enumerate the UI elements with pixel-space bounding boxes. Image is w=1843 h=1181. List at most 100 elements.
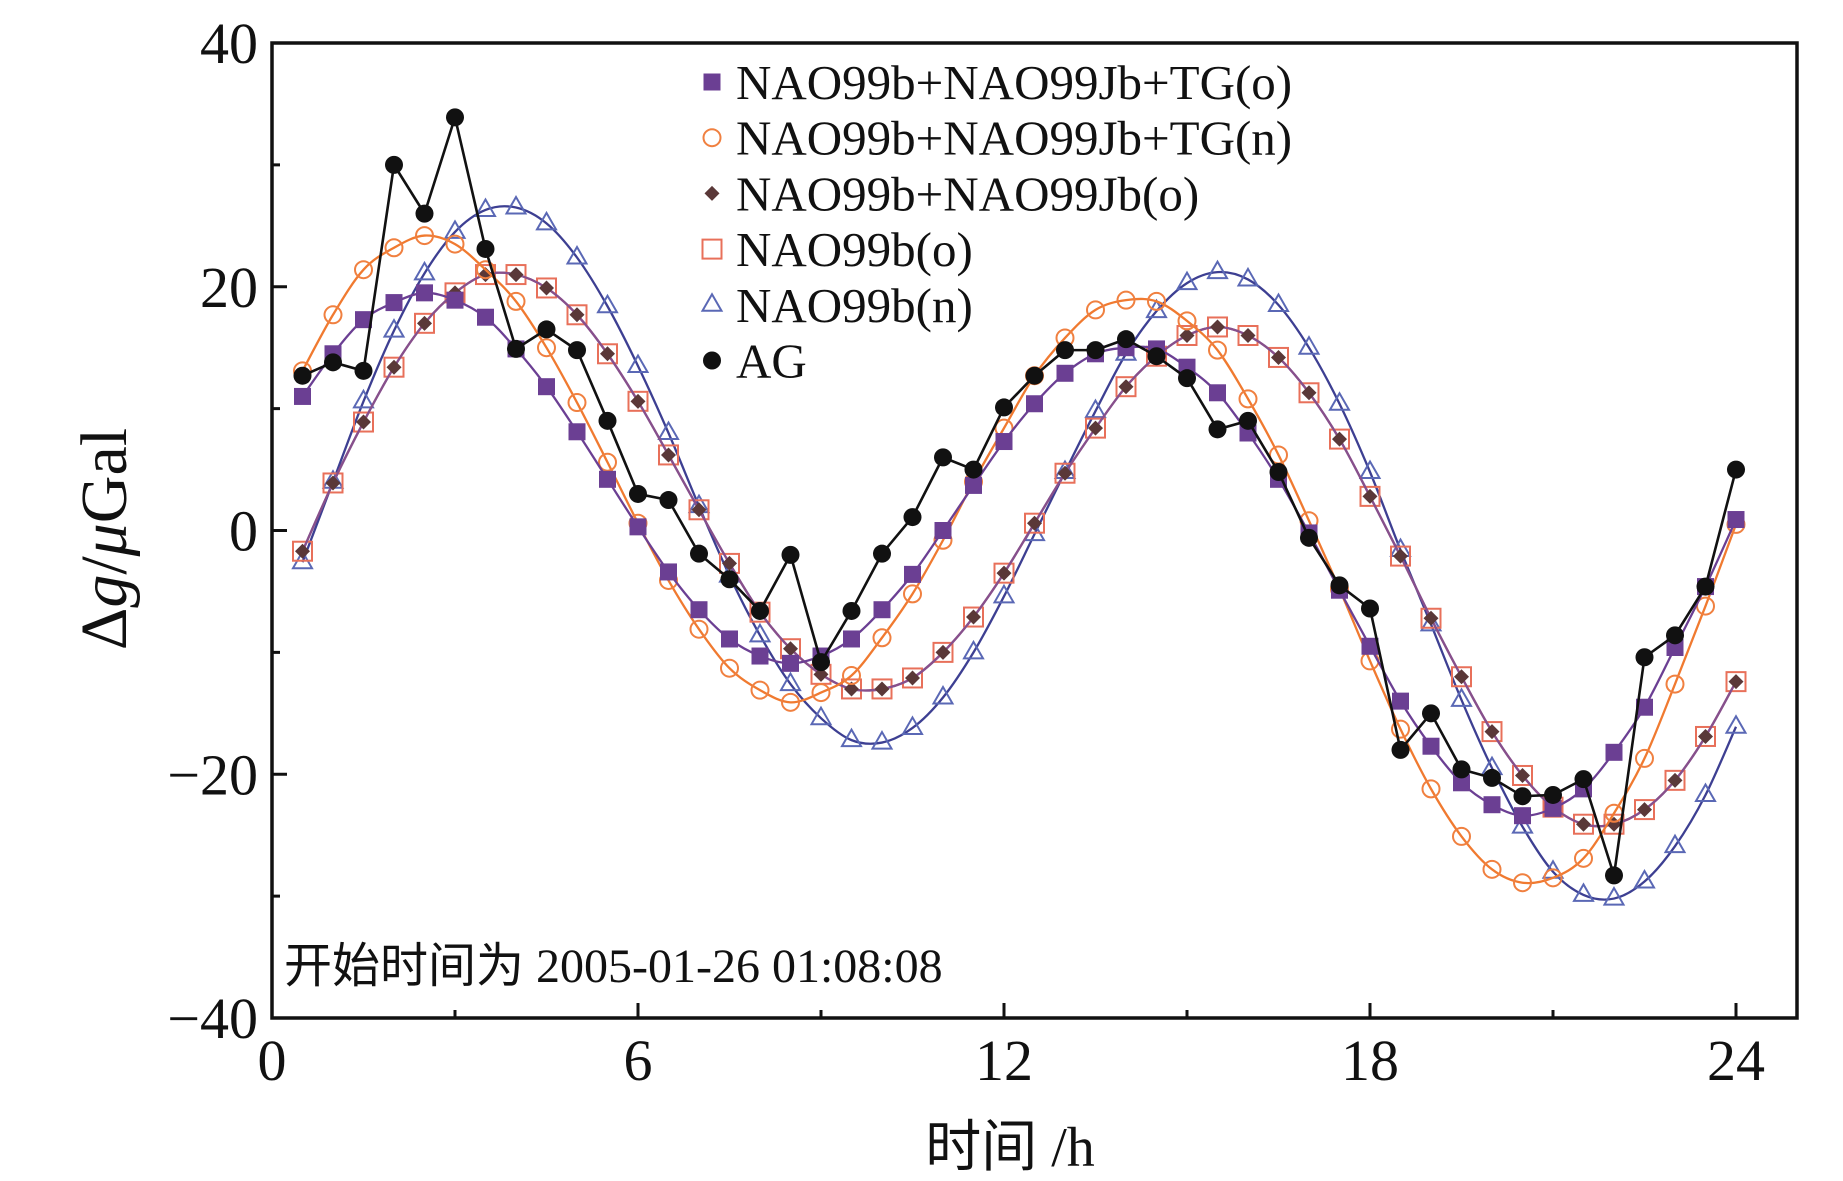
nao99b-nao99jb-o-point-40 <box>1515 767 1530 783</box>
nao99b-nao99jb-o-point-29 <box>1179 328 1195 343</box>
nao99b-nao99jb-o-point-34 <box>1332 431 1347 447</box>
nao99b-o-point-36 <box>1390 545 1411 567</box>
nao99b-nao99jb-o-point-24 <box>1027 515 1042 531</box>
nao99b-nao99jb-tg-n-point-26 <box>1086 300 1105 320</box>
nao99b-nao99jb-tg-n-point-37 <box>1421 779 1441 799</box>
nao99b-nao99jb-tg-o-point-37 <box>1422 737 1440 755</box>
nao99b-o-point-21 <box>932 641 954 663</box>
nao99b-nao99jb-tg-o-point-6 <box>477 308 494 326</box>
y-tick-label-1: 20 <box>200 255 258 320</box>
ag-point-6 <box>476 239 495 258</box>
nao99b-n-point-9 <box>565 244 589 265</box>
nao99b-nao99jb-tg-n-point-28 <box>1147 291 1166 311</box>
ag-point-24 <box>1025 366 1044 385</box>
nao99b-nao99jb-tg-o-point-2 <box>355 311 372 329</box>
legend-marker-nao99b-o <box>701 238 723 260</box>
nao99b-n-point-29 <box>1175 270 1199 291</box>
nao99b-n-point-35 <box>1358 459 1382 479</box>
nao99b-nao99jb-o-point-1 <box>325 475 341 491</box>
legend-label-nao99b-o: NAO99b(o) <box>736 222 973 277</box>
start-time-annotation: 开始时间为 2005-01-26 01:08:08 <box>284 940 943 993</box>
ag-point-8 <box>537 320 556 339</box>
nao99b-nao99jb-tg-o-point-25 <box>1056 364 1074 382</box>
nao99b-nao99jb-tg-n-point-4 <box>415 226 434 246</box>
nao99b-nao99jb-tg-o-point-47 <box>1727 511 1745 529</box>
ag-point-34 <box>1330 576 1349 595</box>
nao99b-o-point-34 <box>1329 428 1350 450</box>
nao99b-n-point-5 <box>443 219 467 239</box>
x-tick-label-4: 24 <box>1707 1028 1765 1093</box>
nao99b-n-point-8 <box>535 210 558 231</box>
nao99b-o-point-33 <box>1298 382 1320 404</box>
ag-point-23 <box>995 398 1013 417</box>
nao99b-nao99jb-tg-n-point-17 <box>811 683 831 703</box>
nao99b-n-point-15 <box>748 622 772 643</box>
ag-point-14 <box>720 570 739 589</box>
nao99b-nao99jb-tg-o-point-23 <box>995 433 1013 451</box>
nao99b-n-point-37 <box>1419 611 1443 632</box>
series-layer <box>291 108 1748 906</box>
nao99b-o-point-20 <box>902 667 923 689</box>
x-tick-label-0: 0 <box>258 1028 287 1093</box>
ag-point-38 <box>1452 760 1471 779</box>
nao99b-nao99jb-tg-n-point-36 <box>1391 719 1410 739</box>
nao99b-nao99jb-o-point-27 <box>1118 379 1134 395</box>
nao99b-nao99jb-tg-n-point-6 <box>476 260 495 280</box>
legend-entry-ag: AG <box>703 334 807 389</box>
nao99b-o-point-18 <box>841 678 862 700</box>
legend-label-ag: AG <box>736 334 807 389</box>
nao99b-n-line <box>301 205 1738 901</box>
ag-point-21 <box>934 448 952 467</box>
nao99b-nao99jb-o-point-32 <box>1271 349 1286 365</box>
x-tick-label-2: 12 <box>975 1028 1033 1093</box>
nao99b-nao99jb-tg-n-point-30 <box>1208 340 1227 360</box>
nao99b-nao99jb-o-point-20 <box>905 670 920 686</box>
nao99b-n-point-34 <box>1328 391 1351 411</box>
nao99b-nao99jb-o-point-30 <box>1210 319 1225 335</box>
nao99b-o-point-27 <box>1115 376 1137 398</box>
x-tick-label-1: 6 <box>624 1028 653 1093</box>
ag-point-42 <box>1574 770 1593 789</box>
ag-point-12 <box>659 491 678 510</box>
nao99b-o-point-7 <box>505 264 527 286</box>
nao99b-nao99jb-tg-n-point-16 <box>781 692 800 712</box>
nao99b-nao99jb-tg-n-point-10 <box>598 452 617 472</box>
ag-point-29 <box>1178 369 1196 388</box>
nao99b-n-point-42 <box>1572 882 1595 902</box>
nao99b-nao99jb-tg-o-point-39 <box>1483 796 1501 814</box>
nao99b-nao99jb-tg-o-point-5 <box>446 291 464 309</box>
nao99b-nao99jb-tg-n-point-31 <box>1238 389 1258 409</box>
nao99b-n-point-17 <box>809 705 833 726</box>
legend-marker-ag <box>703 351 721 370</box>
legend-label-nao99b-nao99jb-o: NAO99b+NAO99Jb(o) <box>736 166 1199 221</box>
nao99b-nao99jb-tg-n-point-44 <box>1635 748 1654 768</box>
nao99b-nao99jb-tg-n-point-42 <box>1574 848 1593 868</box>
nao99b-n-point-32 <box>1267 292 1290 313</box>
nao99b-nao99jb-tg-o-point-44 <box>1636 698 1653 716</box>
nao99b-o-point-8 <box>536 277 557 299</box>
nao99b-n-point-16 <box>779 671 802 692</box>
nao99b-nao99jb-o-point-0 <box>295 543 310 559</box>
ag-point-39 <box>1483 768 1501 787</box>
nao99b-n-point-30 <box>1206 259 1229 280</box>
nao99b-nao99jb-o-point-42 <box>1576 816 1591 832</box>
nao99b-nao99jb-tg-o-point-43 <box>1605 743 1623 761</box>
nao99b-nao99jb-tg-o-point-13 <box>690 601 708 619</box>
nao99b-nao99jb-o-point-45 <box>1667 772 1683 788</box>
ag-point-28 <box>1147 347 1166 366</box>
legend-entry-nao99b-nao99jb-tg-o: NAO99b+NAO99Jb+TG(o) <box>703 55 1292 110</box>
ag-point-18 <box>842 601 861 620</box>
legend-label-nao99b-n: NAO99b(n) <box>736 278 973 333</box>
nao99b-nao99jb-tg-o-point-30 <box>1209 384 1226 402</box>
ag-point-26 <box>1086 341 1105 360</box>
nao99b-o-point-29 <box>1176 325 1198 346</box>
nao99b-nao99jb-tg-o-point-19 <box>873 601 891 619</box>
nao99b-n-point-21 <box>931 684 955 705</box>
ag-point-0 <box>293 366 312 385</box>
nao99b-n-point-47 <box>1724 714 1748 734</box>
nao99b-n-point-6 <box>474 197 497 217</box>
plot-frame <box>270 41 1799 1020</box>
